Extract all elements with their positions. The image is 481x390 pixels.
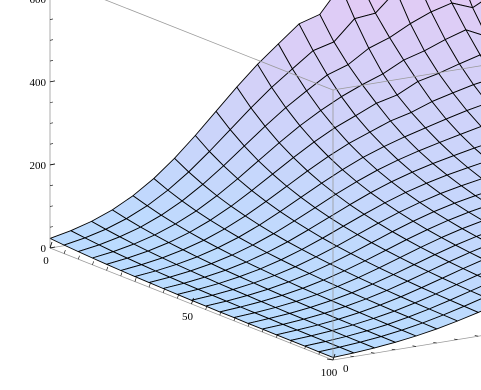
y-tick bbox=[327, 359, 333, 360]
z-minor-tick bbox=[50, 102, 53, 103]
x-minor-tick bbox=[92, 261, 93, 265]
z-tick bbox=[50, 164, 55, 165]
z-minor-tick bbox=[50, 144, 53, 145]
x-tick-label: 50 bbox=[182, 311, 194, 323]
surface-mesh bbox=[50, 0, 481, 357]
z-tick-label: 0 bbox=[41, 243, 47, 255]
z-tick-label: 200 bbox=[30, 160, 47, 172]
z-minor-tick bbox=[50, 185, 53, 186]
x-tick-label: 100 bbox=[321, 367, 338, 379]
y-tick-label: 0 bbox=[343, 363, 349, 375]
y-minor-tick bbox=[454, 339, 458, 340]
z-minor-tick bbox=[50, 206, 53, 207]
z-minor-tick bbox=[50, 227, 53, 228]
x-minor-tick bbox=[64, 250, 65, 254]
x-minor-tick bbox=[149, 284, 150, 288]
z-tick bbox=[50, 81, 55, 82]
x-minor-tick bbox=[78, 256, 79, 260]
z-minor-tick bbox=[50, 19, 53, 20]
z-tick-label: 600 bbox=[30, 0, 47, 6]
x-minor-tick bbox=[177, 295, 178, 299]
x-minor-tick bbox=[135, 278, 136, 282]
x-minor-tick bbox=[163, 289, 164, 293]
x-minor-tick bbox=[121, 273, 122, 277]
z-minor-tick bbox=[50, 40, 53, 41]
y-minor-tick bbox=[413, 346, 417, 347]
y-minor-tick bbox=[475, 336, 479, 337]
y-minor-tick bbox=[371, 353, 375, 354]
x-minor-tick bbox=[107, 267, 108, 271]
z-tick bbox=[50, 247, 55, 248]
z-axis: 0 200 400 600 bbox=[30, 0, 56, 255]
x-tick-label: 0 bbox=[43, 255, 49, 267]
z-tick-label: 400 bbox=[30, 77, 47, 89]
z-minor-tick bbox=[50, 123, 53, 124]
y-minor-tick bbox=[433, 342, 437, 343]
y-minor-tick bbox=[392, 349, 396, 350]
y-minor-tick bbox=[350, 356, 354, 357]
z-minor-tick bbox=[50, 60, 53, 61]
